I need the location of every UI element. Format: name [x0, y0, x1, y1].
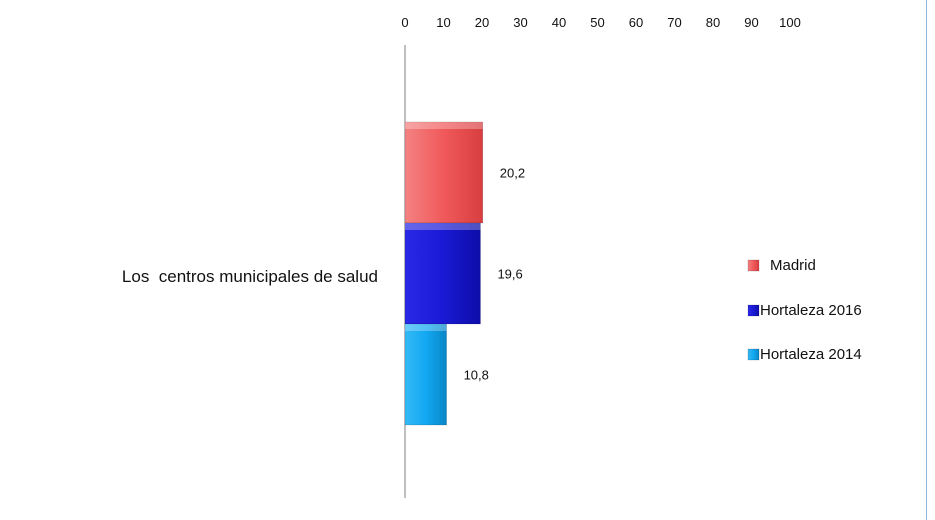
- x-tick-label: 10: [436, 15, 450, 30]
- bar-hortaleza-2016: [404, 222, 481, 325]
- x-tick-label: 60: [629, 15, 643, 30]
- bar-bevel-highlight: [405, 223, 481, 230]
- legend-swatch: [747, 304, 760, 317]
- bar-series: [404, 121, 484, 426]
- data-labels: 20,2 19,6 10,8: [464, 166, 526, 383]
- category-label: Los centros municipales de salud: [122, 267, 378, 286]
- bar-bevel-highlight: [405, 122, 483, 129]
- bar-hortaleza-2014: [404, 323, 447, 426]
- x-tick-label: 0: [401, 15, 408, 30]
- x-tick-label: 100: [779, 15, 801, 30]
- legend: Madrid Hortaleza 2016 Hortaleza 2014: [747, 257, 862, 363]
- legend-label: Hortaleza 2016: [760, 302, 862, 319]
- bar-madrid: [404, 121, 484, 224]
- x-tick-label: 70: [667, 15, 681, 30]
- data-label: 20,2: [500, 166, 525, 181]
- legend-swatch: [747, 348, 760, 361]
- x-axis-tick-labels: 0 10 20 30 40 50 60 70 80 90 100: [401, 15, 800, 30]
- legend-swatch: [747, 259, 760, 272]
- bar-bevel-highlight: [405, 324, 447, 331]
- data-label: 19,6: [497, 267, 522, 282]
- data-label: 10,8: [464, 368, 489, 383]
- legend-label: Hortaleza 2014: [760, 346, 862, 363]
- x-tick-label: 40: [552, 15, 566, 30]
- legend-label: Madrid: [770, 257, 816, 274]
- right-border-line: [926, 0, 927, 520]
- x-tick-label: 50: [590, 15, 604, 30]
- x-tick-label: 30: [513, 15, 527, 30]
- x-tick-label: 80: [706, 15, 720, 30]
- x-tick-label: 90: [744, 15, 758, 30]
- x-tick-label: 20: [475, 15, 489, 30]
